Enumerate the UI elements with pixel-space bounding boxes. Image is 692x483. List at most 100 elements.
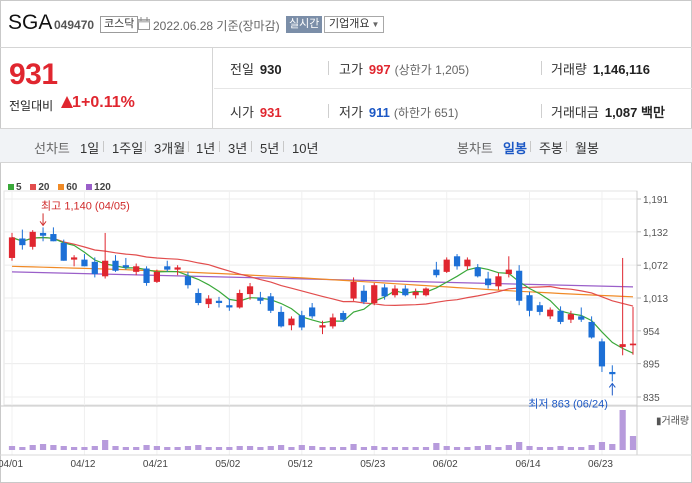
volume-bar [443,446,450,450]
y-tick-label: 1,072 [643,261,668,272]
period-1d[interactable]: 1일 [80,141,100,156]
candle-body [402,288,409,296]
period-10y[interactable]: 10년 [292,141,319,156]
volume-bar [267,446,274,450]
x-tick-label: 04/01 [0,459,23,470]
price-summary: 931 전일대비 1 +0.11% 전일 930 고가 997 (상한가 1,205)… [0,48,692,129]
market-badge: 코스닥 [100,16,139,33]
quote-date: 2022.06.28 기준(장마감) [153,17,280,34]
candle-body [433,269,440,276]
high-arrow-head [39,221,47,227]
volume-bar [329,447,336,450]
y-tick-label: 1,013 [643,294,668,305]
volume-bar [143,445,150,450]
stat-label: 고가 [339,62,363,77]
candle-body [578,316,585,320]
volume-bar [422,447,430,450]
realtime-button[interactable]: 실시간 [286,16,323,33]
candle-body [391,288,399,296]
candle-body [112,260,119,271]
candle-body [153,271,161,282]
candle-body [557,310,564,322]
stat-label: 거래대금 [551,105,599,120]
divider [145,141,146,152]
stat-value: 1,146,116 [592,62,651,77]
stat-high: 고가 997 (상한가 1,205) [339,59,469,78]
volume-bar [91,446,98,450]
change-percent-value: +0.11% [81,94,135,111]
company-overview-dropdown[interactable]: 기업개요 ▼ [324,16,385,33]
change-percent: +0.11% [81,94,135,112]
candle-body [629,343,637,346]
volume-bar [495,447,502,450]
stat-low: 저가 911 (하한가 651) [339,102,458,121]
divider [103,141,104,152]
candle-body [381,287,388,297]
candle-body [309,307,316,317]
period-1y[interactable]: 1년 [196,141,216,156]
candle-body [133,266,140,272]
stat-value: 911 [368,105,390,120]
chevron-down-icon: ▼ [371,20,380,29]
legend-ma20: 20 [30,182,49,193]
x-tick-label: 04/21 [143,459,168,470]
volume-label: ▮거래량 [656,415,689,427]
candle-body [464,259,471,267]
volume-bar [371,446,378,450]
volume-bar [102,440,109,450]
candle-body [19,238,26,246]
period-3y[interactable]: 3년 [228,141,248,156]
volume-bar [464,447,471,450]
volume-bar [340,447,347,450]
candle-body [484,278,492,286]
candle-body [29,231,36,247]
high-annotation: 최고 1,140 (04/05) [41,199,130,212]
divider [566,141,567,152]
candle-body [350,281,357,299]
session-status: 기준(장마감) [216,19,280,33]
period-3m[interactable]: 3개월 [154,141,186,156]
volume-bar [277,445,285,450]
period-5y[interactable]: 5년 [260,141,280,156]
volume-bar [50,445,57,450]
stat-value: 997 [368,62,391,77]
volume-bar [619,410,626,450]
x-tick-label: 06/02 [433,459,458,470]
volume-bar [39,444,47,450]
candle-body [474,267,481,277]
lower-limit: (하한가 651) [393,106,459,120]
period-monthly[interactable]: 월봉 [575,141,599,156]
divider [251,141,252,152]
divider [328,61,329,75]
volume-bar [205,447,212,450]
volume-bar [609,444,616,450]
candle-body [619,344,626,347]
ma20-line [11,236,634,307]
stock-header: SGA 049470 코스닥 2022.06.28 기준(장마감) 실시간 기업… [0,0,692,48]
candle-body [319,325,326,328]
candle-body [567,314,575,320]
y-tick-label: 835 [643,393,660,404]
chart-period-bar: 선차트 1일 1주일 3개월 1년 3년 5년 10년 봉차트 일봉 주봉 월봉 [0,129,692,163]
candle-body [50,234,57,242]
volume-bar [19,447,26,450]
change-value: 1 [72,94,81,111]
date-value: 2022.06.28 [153,19,214,33]
stock-name[interactable]: SGA [8,11,53,34]
volume-bar [81,447,88,450]
period-1w[interactable]: 1주일 [112,141,144,156]
candle-body [8,237,16,258]
candle-body [443,259,450,272]
period-daily[interactable]: 일봉 [503,141,527,156]
candle-body [360,290,368,302]
legend-ma60: 60 [58,182,77,193]
candle-body [81,259,88,267]
period-weekly[interactable]: 주봉 [539,141,563,156]
candle-body [412,291,419,296]
change-label: 전일대비 [9,99,54,113]
candle-body [122,265,129,268]
volume-bar [70,447,78,450]
stat-label: 거래량 [551,62,587,77]
volume-bar [350,444,357,450]
